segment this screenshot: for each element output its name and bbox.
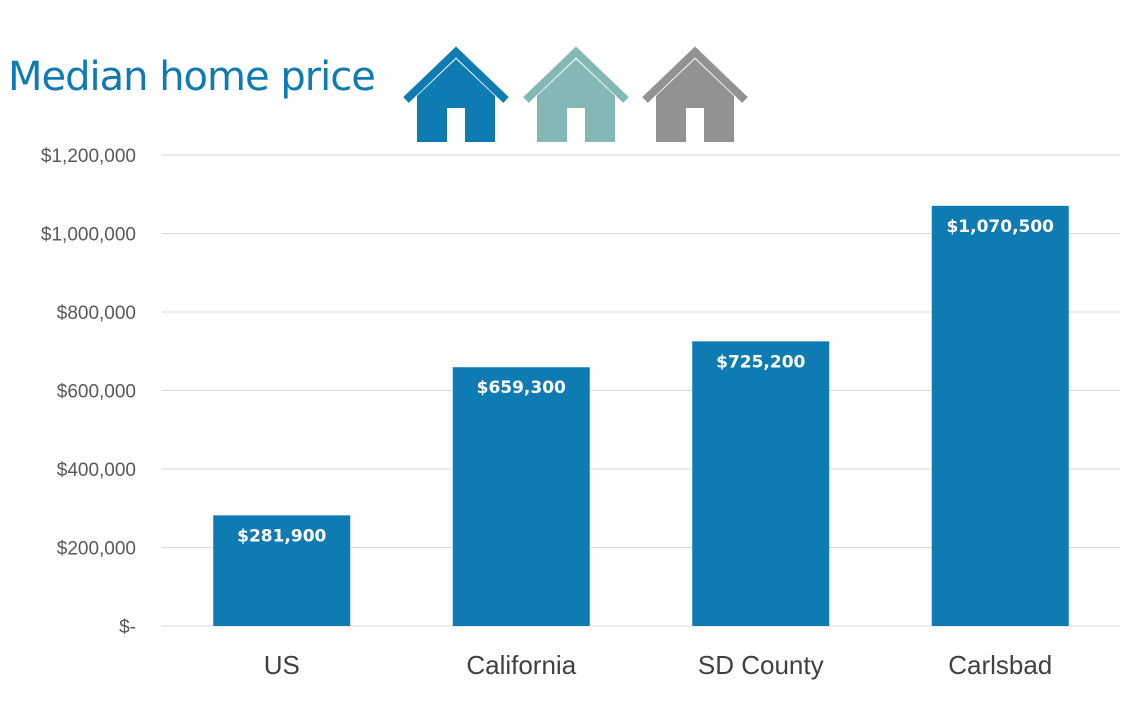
y-tick-label: $600,000 <box>57 382 136 403</box>
house-icon-blue <box>403 46 509 142</box>
x-category-label: US <box>264 650 300 680</box>
x-category-label: California <box>466 650 576 680</box>
data-label: $281,900 <box>237 526 326 546</box>
y-tick-label: $1,200,000 <box>41 146 136 167</box>
y-tick-label: $- <box>119 617 136 638</box>
bar <box>931 205 1069 627</box>
house-icon-gray <box>642 46 748 142</box>
bar <box>452 367 590 626</box>
y-tick-label: $200,000 <box>57 539 136 560</box>
data-label: $659,300 <box>477 378 566 398</box>
house-icon-teal <box>523 46 629 142</box>
y-tick-label: $1,000,000 <box>41 225 136 246</box>
chart-title: Median home price <box>8 54 376 100</box>
data-label: $725,200 <box>716 352 805 372</box>
y-tick-label: $800,000 <box>57 303 136 324</box>
x-category-label: SD County <box>698 650 824 680</box>
bar <box>213 515 351 626</box>
data-label: $1,070,500 <box>946 217 1054 237</box>
y-tick-label: $400,000 <box>57 460 136 481</box>
x-category-label: Carlsbad <box>948 650 1052 680</box>
bar <box>692 341 830 626</box>
